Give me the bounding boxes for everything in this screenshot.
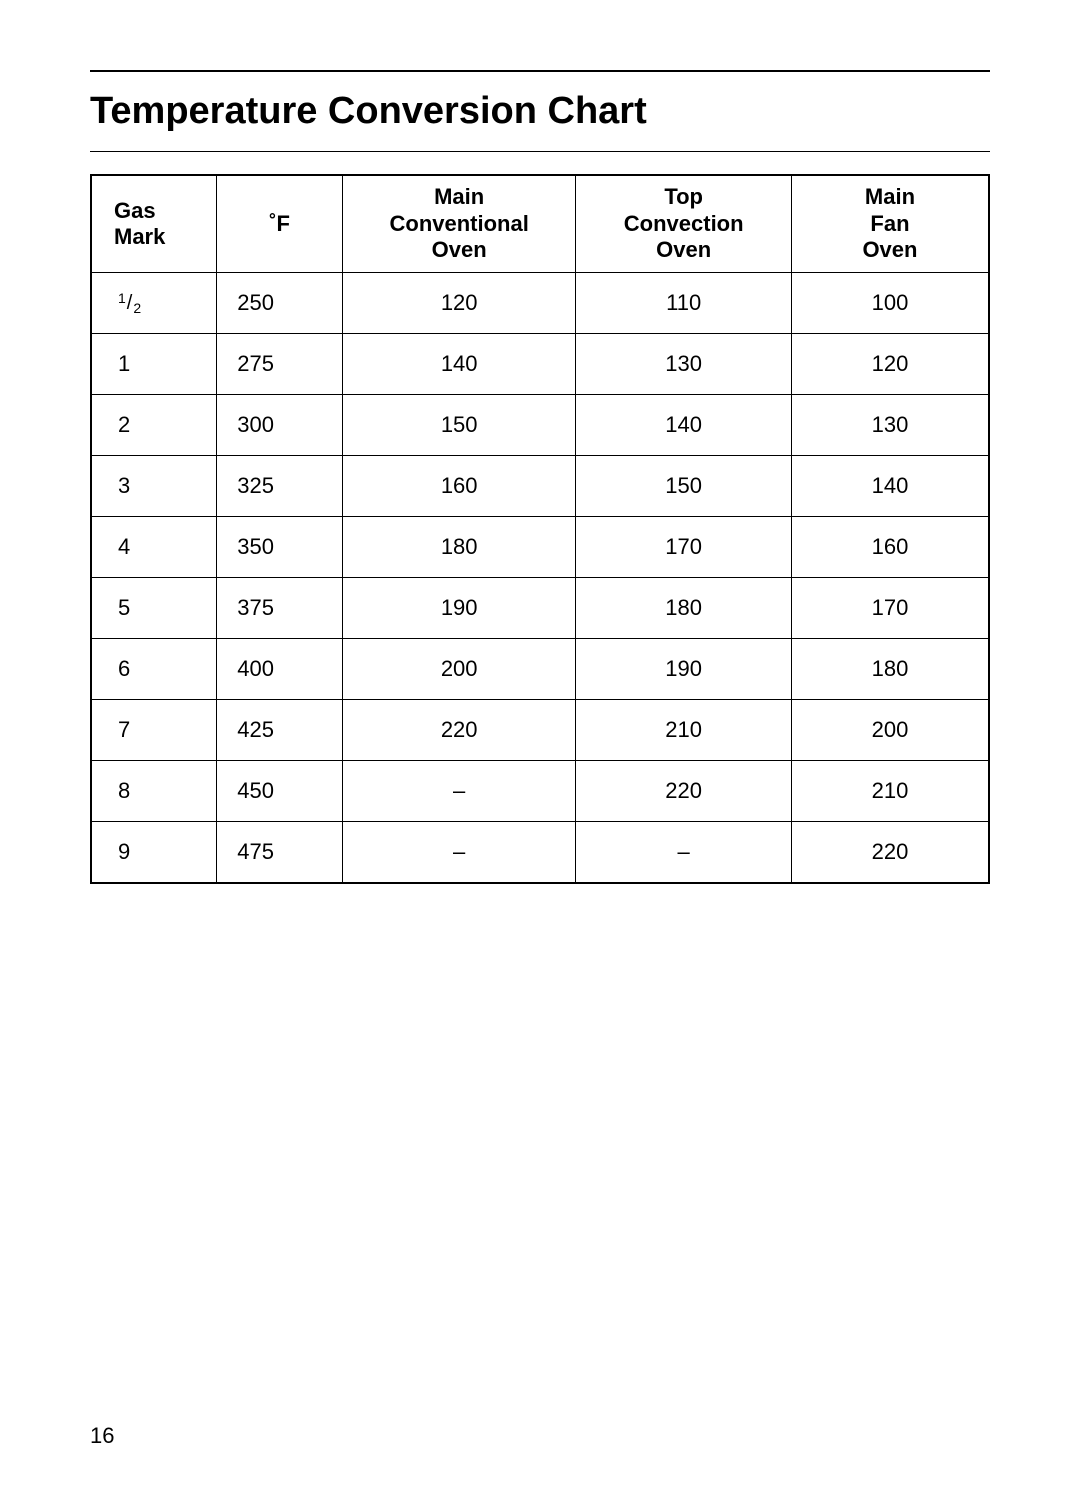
cell-top: 220 [576, 761, 792, 822]
table-row: 7425220210200 [91, 700, 989, 761]
cell-top: 150 [576, 456, 792, 517]
table-row: 2300150140130 [91, 395, 989, 456]
table-header: Gas Mark ˚F Main Conventional Oven Top C… [91, 175, 989, 273]
cell-fan: 220 [791, 822, 989, 884]
cell-conv: 200 [342, 639, 575, 700]
cell-conv: 150 [342, 395, 575, 456]
cell-f: 275 [217, 334, 343, 395]
cell-conv: – [342, 822, 575, 884]
page: Temperature Conversion Chart Gas Mark ˚F… [0, 0, 1080, 1511]
table-row: 5375190180170 [91, 578, 989, 639]
cell-gas: 9 [91, 822, 217, 884]
cell-gas: 1 [91, 334, 217, 395]
col-header-fan: Main Fan Oven [791, 175, 989, 273]
page-title: Temperature Conversion Chart [90, 90, 990, 133]
cell-gas: 2 [91, 395, 217, 456]
cell-fan: 170 [791, 578, 989, 639]
col-header-top: Top Convection Oven [576, 175, 792, 273]
cell-conv: 160 [342, 456, 575, 517]
cell-top: 210 [576, 700, 792, 761]
cell-f: 250 [217, 273, 343, 334]
col-header-f-label: ˚F [269, 211, 290, 236]
cell-fan: 120 [791, 334, 989, 395]
table-row: 1/2250120110100 [91, 273, 989, 334]
col-header-top-label: Top Convection Oven [624, 184, 744, 262]
cell-gas: 1/2 [91, 273, 217, 334]
cell-f: 325 [217, 456, 343, 517]
cell-fan: 100 [791, 273, 989, 334]
cell-f: 475 [217, 822, 343, 884]
cell-f: 375 [217, 578, 343, 639]
cell-top: 110 [576, 273, 792, 334]
page-number: 16 [90, 1423, 114, 1449]
cell-gas: 8 [91, 761, 217, 822]
table-row: 9475––220 [91, 822, 989, 884]
cell-fan: 130 [791, 395, 989, 456]
col-header-gas: Gas Mark [91, 175, 217, 273]
cell-gas: 5 [91, 578, 217, 639]
cell-fan: 140 [791, 456, 989, 517]
top-rule [90, 70, 990, 72]
col-header-conv-label: Main Conventional Oven [390, 184, 529, 262]
cell-fan: 200 [791, 700, 989, 761]
col-header-conv: Main Conventional Oven [342, 175, 575, 273]
col-header-gas-label: Gas Mark [114, 198, 165, 249]
cell-conv: 220 [342, 700, 575, 761]
conversion-table: Gas Mark ˚F Main Conventional Oven Top C… [90, 174, 990, 884]
cell-top: – [576, 822, 792, 884]
cell-f: 450 [217, 761, 343, 822]
table-row: 8450–220210 [91, 761, 989, 822]
table-row: 1275140130120 [91, 334, 989, 395]
cell-f: 425 [217, 700, 343, 761]
cell-f: 350 [217, 517, 343, 578]
cell-gas: 3 [91, 456, 217, 517]
cell-conv: 190 [342, 578, 575, 639]
cell-conv: – [342, 761, 575, 822]
col-header-f: ˚F [217, 175, 343, 273]
cell-gas: 4 [91, 517, 217, 578]
cell-top: 140 [576, 395, 792, 456]
cell-f: 400 [217, 639, 343, 700]
table-body: 1/22501201101001275140130120230015014013… [91, 273, 989, 884]
cell-gas: 6 [91, 639, 217, 700]
cell-conv: 180 [342, 517, 575, 578]
cell-gas: 7 [91, 700, 217, 761]
cell-f: 300 [217, 395, 343, 456]
table-row: 4350180170160 [91, 517, 989, 578]
heading-rule [90, 151, 990, 152]
cell-conv: 140 [342, 334, 575, 395]
col-header-fan-label: Main Fan Oven [862, 184, 917, 262]
table-row: 6400200190180 [91, 639, 989, 700]
cell-top: 130 [576, 334, 792, 395]
cell-fan: 210 [791, 761, 989, 822]
cell-fan: 180 [791, 639, 989, 700]
table-row: 3325160150140 [91, 456, 989, 517]
cell-top: 180 [576, 578, 792, 639]
cell-top: 170 [576, 517, 792, 578]
cell-top: 190 [576, 639, 792, 700]
cell-fan: 160 [791, 517, 989, 578]
cell-conv: 120 [342, 273, 575, 334]
